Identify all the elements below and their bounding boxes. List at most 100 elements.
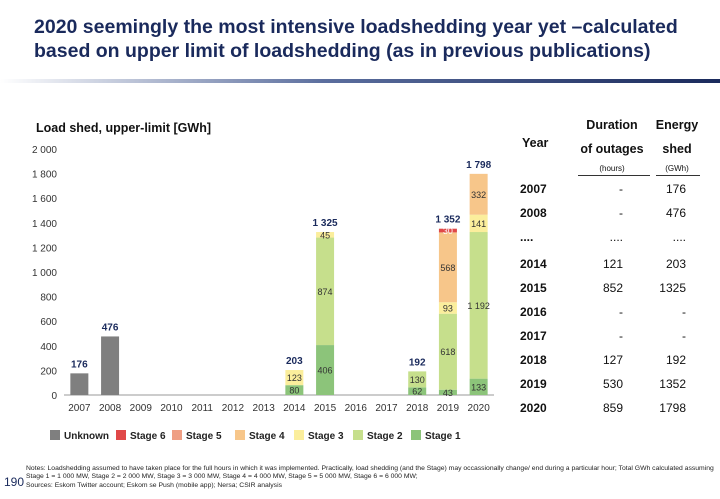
data-label: 1 192 — [467, 301, 490, 311]
chart-title: Load shed, upper-limit [GWh] — [36, 121, 211, 135]
y-tick-label: 1 600 — [32, 194, 57, 205]
cell-year: 2017 — [520, 329, 547, 343]
data-label: 123 — [287, 373, 302, 383]
bar-segment-stage-4 — [469, 173, 488, 215]
x-tick-label: 2019 — [437, 403, 460, 414]
legend-label: Stage 2 — [367, 431, 403, 442]
data-label: 406 — [318, 366, 333, 376]
energy-header-rule — [656, 175, 700, 176]
total-label: 1 352 — [435, 215, 460, 226]
data-label: 130 — [410, 375, 425, 385]
bar-segment-stage-2 — [408, 371, 427, 388]
table-row: 2017 - - — [508, 329, 708, 353]
header-year: Year — [522, 136, 549, 150]
legend-label: Stage 5 — [186, 431, 222, 442]
bar-segment-stage-2 — [438, 313, 457, 390]
bar-segment-unknown — [70, 373, 89, 395]
cell-year: 2007 — [520, 182, 547, 196]
slide-title: 2020 seemingly the most intensive loadsh… — [34, 16, 678, 62]
cell-energy: .... — [672, 230, 686, 244]
cell-duration: - — [619, 182, 623, 196]
cell-energy: 1798 — [659, 401, 686, 415]
legend-label: Stage 6 — [130, 431, 166, 442]
cell-duration: 859 — [602, 401, 623, 415]
x-tick-label: 2010 — [160, 403, 183, 414]
cell-year: 2016 — [520, 305, 547, 319]
duration-header-rule — [578, 175, 650, 176]
cell-duration: - — [619, 305, 623, 319]
table-row: 2018 127 192 — [508, 353, 708, 377]
bar-segment-stage-1 — [285, 385, 304, 395]
y-tick-label: 800 — [40, 293, 57, 304]
bar-segment-unknown — [101, 336, 120, 395]
bar-segment-stage-3 — [285, 370, 304, 386]
y-tick-label: 200 — [40, 366, 57, 377]
cell-energy: 1352 — [659, 377, 686, 391]
x-tick-label: 2008 — [99, 403, 122, 414]
bar-segment-stage-1 — [469, 378, 488, 395]
table-row: 2019 530 1352 — [508, 377, 708, 401]
x-tick-label: 2007 — [68, 403, 91, 414]
y-tick-label: 2 000 — [32, 145, 57, 156]
cell-year: 2019 — [520, 377, 547, 391]
bar-segment-stage-2 — [469, 232, 488, 379]
data-label: 45 — [320, 230, 330, 240]
data-label: 30 — [443, 226, 453, 236]
cell-energy: - — [682, 329, 686, 343]
cell-duration: 852 — [602, 281, 623, 295]
cell-energy: 203 — [665, 257, 686, 271]
legend-swatch — [50, 430, 60, 440]
total-label: 1 798 — [466, 160, 491, 171]
header-duration-line2: of outages — [580, 142, 644, 156]
total-label: 476 — [102, 322, 119, 333]
cell-duration: - — [619, 206, 623, 220]
legend-label: Stage 1 — [425, 431, 461, 442]
data-label: 62 — [412, 387, 422, 397]
table-row: 2016 - - — [508, 305, 708, 329]
y-tick-label: 400 — [40, 342, 57, 353]
legend-label: Stage 4 — [249, 431, 285, 442]
header-energy-unit: (GWh) — [665, 164, 689, 173]
x-tick-label: 2015 — [314, 403, 337, 414]
legend-swatch — [172, 430, 182, 440]
cell-duration: 530 — [602, 377, 623, 391]
legend-swatch — [353, 430, 363, 440]
y-tick-label: 1 800 — [32, 170, 57, 181]
x-tick-label: 2011 — [191, 403, 213, 414]
bar-segment-stage-6 — [438, 228, 457, 233]
header-duration-line1: Duration — [586, 118, 638, 132]
legend-swatch — [116, 430, 126, 440]
legend-swatch — [294, 430, 304, 440]
x-tick-label: 2014 — [283, 403, 306, 414]
bar-segment-stage-3 — [469, 214, 488, 233]
cell-year: 2020 — [520, 401, 547, 415]
header-energy-line2: shed — [662, 142, 692, 156]
total-label: 192 — [409, 357, 426, 368]
x-tick-label: 2013 — [253, 403, 276, 414]
x-tick-label: 2017 — [375, 403, 398, 414]
cell-year: 2015 — [520, 281, 547, 295]
x-tick-label: 2018 — [406, 403, 429, 414]
cell-energy: 1325 — [659, 281, 686, 295]
legend-swatch — [235, 430, 245, 440]
stacked-bar-chart: Load shed, upper-limit [GWh] 0 200 400 600 80… — [32, 121, 494, 442]
bar-segment-stage-2 — [316, 237, 335, 346]
data-label: 568 — [440, 263, 455, 273]
data-label: 332 — [471, 190, 486, 200]
bar-segment-stage-1 — [316, 345, 335, 395]
y-tick-label: 1 200 — [32, 243, 57, 254]
y-tick-label: 1 000 — [32, 268, 57, 279]
x-tick-label: 2016 — [345, 403, 368, 414]
header-duration-unit: (hours) — [599, 164, 625, 173]
cell-energy: 176 — [665, 182, 686, 196]
bar-segment-stage-1 — [408, 387, 427, 395]
cell-duration: 127 — [602, 353, 623, 367]
bar-segment-stage-3 — [316, 232, 335, 238]
cell-year: .... — [520, 230, 534, 244]
data-label: 93 — [443, 303, 453, 313]
x-tick-label: 2020 — [468, 403, 491, 414]
cell-duration: .... — [609, 230, 623, 244]
data-label: 43 — [443, 388, 453, 398]
header-energy-line1: Energy — [655, 118, 699, 132]
sources-text: Sources: Eskom Twitter account; Eskom se… — [26, 481, 282, 489]
